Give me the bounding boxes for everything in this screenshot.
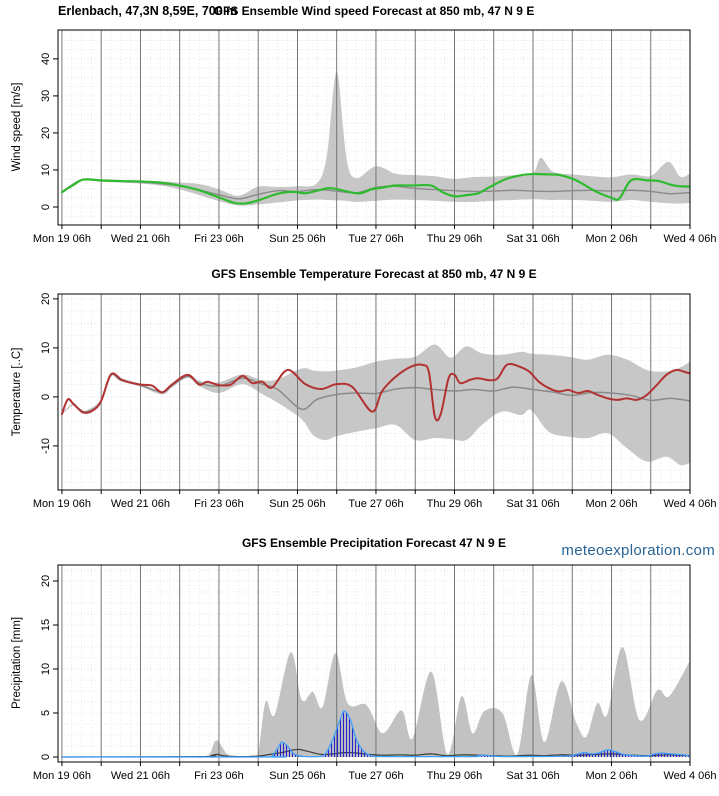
svg-text:10: 10: [40, 663, 52, 675]
precipitation-y-axis-label: Precipitation [mm]: [11, 616, 23, 710]
svg-text:Sun 25 06h: Sun 25 06h: [269, 233, 325, 245]
svg-text:Wed 21 06h: Wed 21 06h: [111, 498, 170, 510]
svg-text:Wed 4 06h: Wed 4 06h: [663, 498, 716, 510]
svg-text:Wed 21 06h: Wed 21 06h: [111, 770, 170, 782]
svg-text:Sun 25 06h: Sun 25 06h: [269, 770, 325, 782]
svg-text:5: 5: [40, 710, 52, 716]
svg-text:10: 10: [40, 342, 52, 354]
chart-wind: 0 10 20 30 40 Mon 19 06h Wed 21 06h Fri 23 06h S…: [33, 29, 717, 245]
watermark: meteoexploration.com: [561, 542, 715, 559]
svg-text:Thu 29 06h: Thu 29 06h: [427, 770, 483, 782]
svg-text:Mon 19 06h: Mon 19 06h: [33, 770, 91, 782]
svg-text:Sat 31 06h: Sat 31 06h: [506, 498, 559, 510]
svg-text:40: 40: [40, 53, 52, 65]
chart-temperature: -10 0 10 20 Mon 19 06h Wed 21 06h Fri 23 06h Su…: [33, 293, 717, 510]
svg-text:Tue 27 06h: Tue 27 06h: [348, 233, 403, 245]
svg-text:20: 20: [40, 293, 52, 305]
svg-text:20: 20: [40, 575, 52, 587]
temperature-chart-title: GFS Ensemble Temperature Forecast at 850…: [211, 267, 537, 281]
svg-text:Sat 31 06h: Sat 31 06h: [506, 770, 559, 782]
svg-text:20: 20: [40, 127, 52, 139]
svg-text:Wed 4 06h: Wed 4 06h: [663, 770, 716, 782]
svg-text:Fri 23 06h: Fri 23 06h: [194, 770, 244, 782]
svg-text:Sat 31 06h: Sat 31 06h: [506, 233, 559, 245]
svg-text:Sun 25 06h: Sun 25 06h: [269, 498, 325, 510]
svg-text:10: 10: [40, 164, 52, 176]
svg-text:0: 0: [40, 204, 52, 210]
svg-text:15: 15: [40, 619, 52, 631]
location-label: Erlenbach, 47,3N 8,59E, 700 m: [58, 4, 238, 18]
wind-y-axis-label: Wind speed [m/s]: [11, 82, 23, 172]
svg-text:30: 30: [40, 90, 52, 102]
temperature-y-axis-label: Temperature [..C]: [11, 347, 23, 437]
wind-chart-title: GFS Ensemble Wind speed Forecast at 850 …: [213, 4, 535, 18]
svg-text:Mon 19 06h: Mon 19 06h: [33, 498, 91, 510]
chart-precipitation: 0 5 10 15 20 Mon 19 06h Wed 21 06h Fri 23 06h Su…: [33, 564, 717, 782]
svg-text:Fri 23 06h: Fri 23 06h: [194, 498, 244, 510]
svg-text:Fri 23 06h: Fri 23 06h: [194, 233, 244, 245]
svg-text:0: 0: [40, 754, 52, 760]
svg-text:Tue 27 06h: Tue 27 06h: [348, 770, 403, 782]
svg-text:0: 0: [40, 394, 52, 400]
svg-text:Tue 27 06h: Tue 27 06h: [348, 498, 403, 510]
svg-text:Mon 19 06h: Mon 19 06h: [33, 233, 91, 245]
svg-text:Mon 2 06h: Mon 2 06h: [585, 770, 637, 782]
svg-text:-10: -10: [40, 438, 52, 454]
svg-text:Thu 29 06h: Thu 29 06h: [427, 233, 483, 245]
svg-text:Thu 29 06h: Thu 29 06h: [427, 498, 483, 510]
svg-text:Mon 2 06h: Mon 2 06h: [585, 233, 637, 245]
precipitation-chart-title: GFS Ensemble Precipitation Forecast 47 N…: [241, 536, 507, 550]
svg-text:Wed 4 06h: Wed 4 06h: [663, 233, 716, 245]
svg-text:Mon 2 06h: Mon 2 06h: [585, 498, 637, 510]
svg-text:Wed 21 06h: Wed 21 06h: [111, 233, 170, 245]
